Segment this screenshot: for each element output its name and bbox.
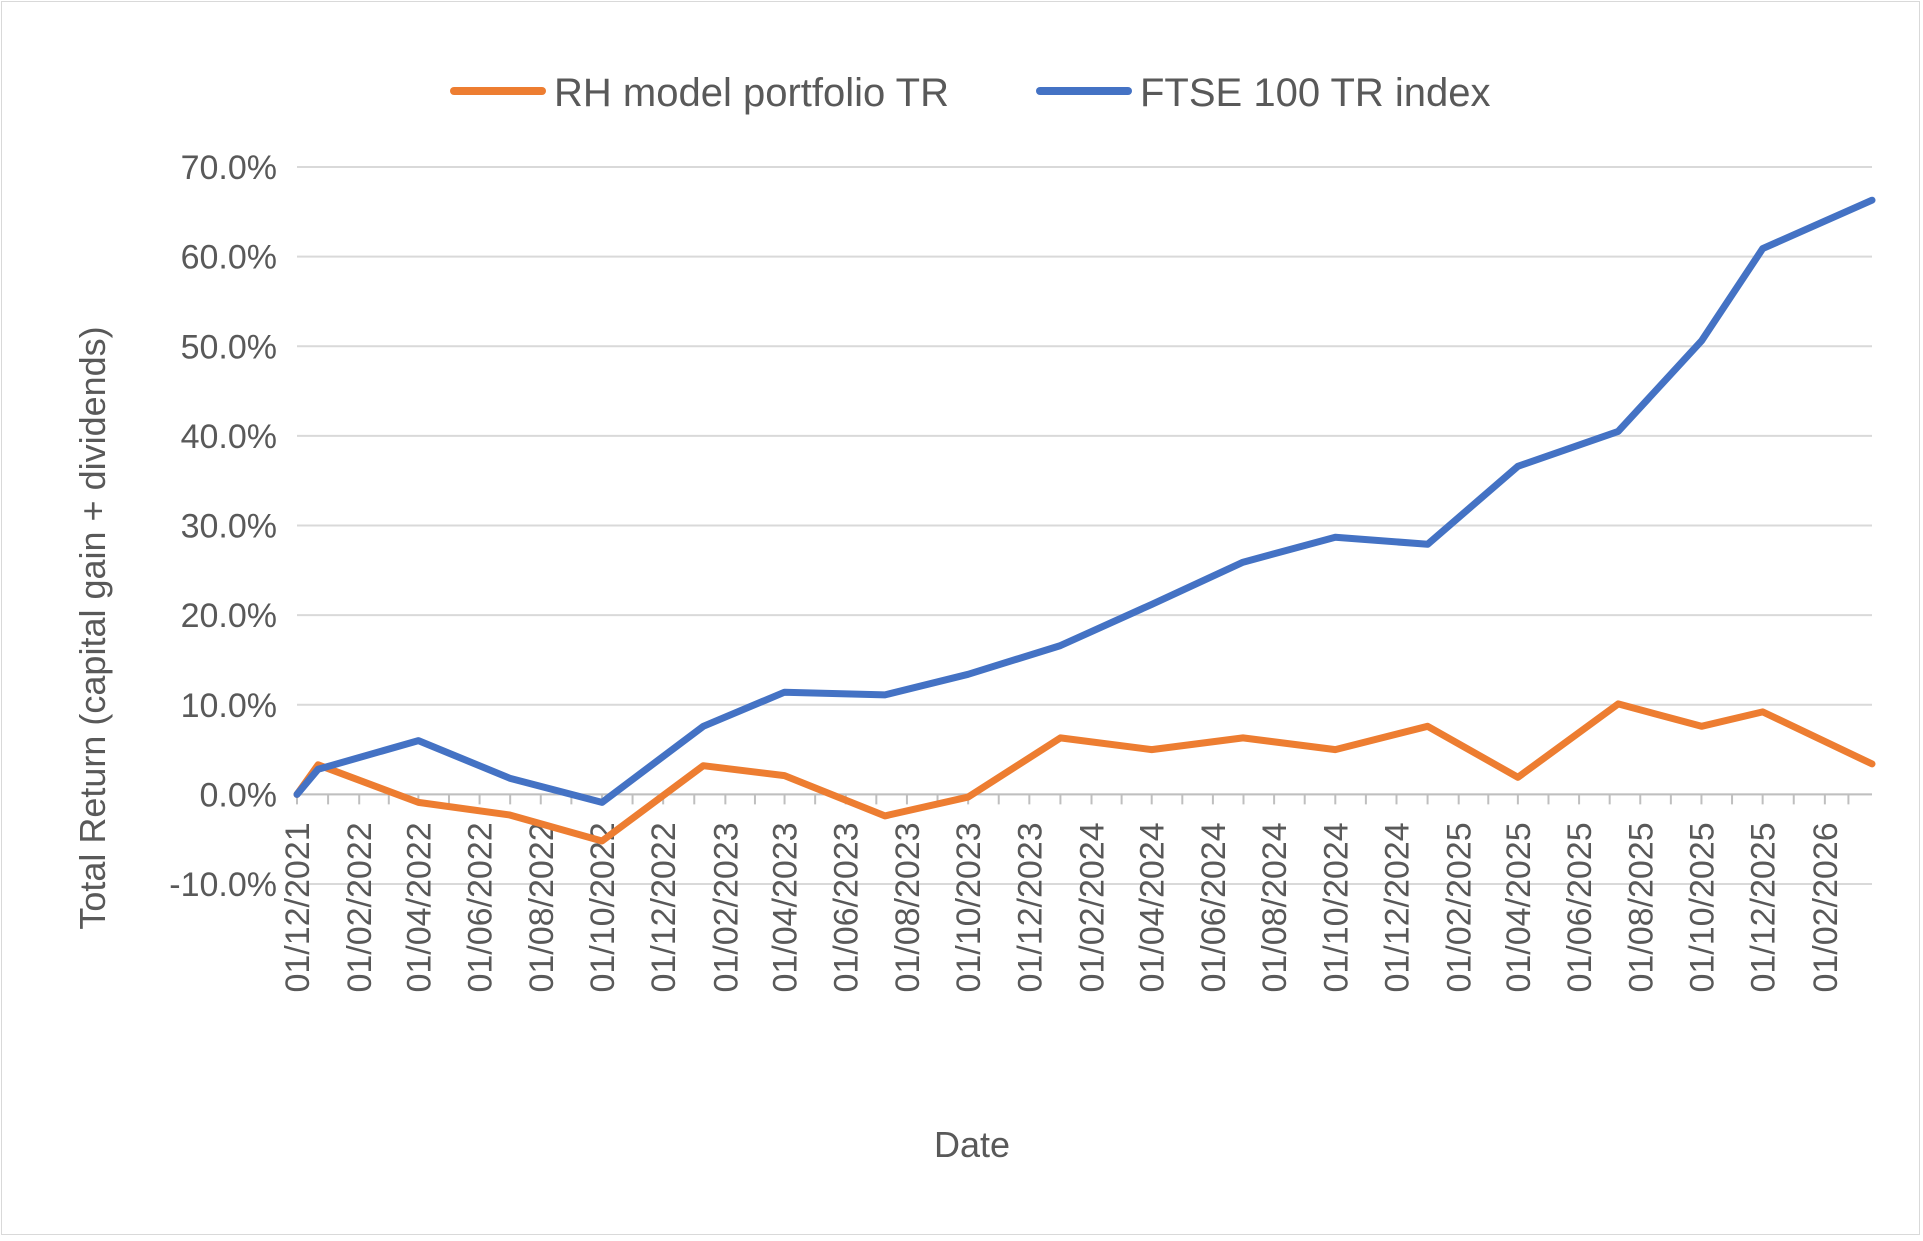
y-tick-label: 60.0%: [181, 239, 277, 277]
x-tick-label: 01/12/2023: [1011, 822, 1049, 992]
x-axis-ticks: 01/12/2021 01/02/2022 01/04/2022 01/06/2022…: [279, 822, 1845, 992]
x-tick-label: 01/12/2021: [279, 822, 317, 992]
series-line-ftse-100: [293, 196, 1876, 806]
x-tick-label: 01/12/2022: [645, 822, 683, 992]
x-tick-label: 01/10/2025: [1683, 822, 1721, 992]
x-tick-label: 01/08/2022: [523, 822, 561, 992]
y-tick-label: 40.0%: [181, 418, 277, 456]
x-tick-label: 01/02/2026: [1807, 822, 1845, 992]
legend-label-ftse-100: FTSE 100 TR index: [1140, 71, 1491, 115]
axes: [296, 793, 1872, 805]
x-tick-label: 01/06/2024: [1195, 822, 1233, 992]
x-axis-title: Date: [934, 1124, 1010, 1165]
x-tick-label: 01/04/2024: [1134, 822, 1172, 992]
x-tick-label: 01/08/2025: [1622, 822, 1660, 992]
x-tick-label: 01/06/2022: [462, 822, 500, 992]
legend-label-rh-model-portfolio: RH model portfolio TR: [554, 71, 949, 115]
gridlines: [297, 166, 1872, 885]
x-tick-label: 01/02/2022: [341, 822, 379, 992]
x-tick-label: 01/08/2023: [889, 822, 927, 992]
x-tick-label: 01/12/2024: [1378, 822, 1416, 992]
x-tick-label: 01/10/2022: [584, 822, 622, 992]
x-tick-label: 01/04/2023: [767, 822, 805, 992]
y-tick-label: 30.0%: [181, 508, 277, 546]
x-tick-label: 01/06/2023: [828, 822, 866, 992]
y-axis-title: Total Return (capital gain + dividends): [72, 326, 113, 929]
x-tick-label: 01/04/2025: [1500, 822, 1538, 992]
y-axis-ticks: -10.0% 0.0% 10.0% 20.0% 30.0% 40.0% 50.0% 60.0%…: [169, 149, 277, 904]
y-tick-label: 0.0%: [200, 776, 278, 814]
y-tick-label: 50.0%: [181, 328, 277, 366]
x-tick-label: 01/06/2025: [1561, 822, 1599, 992]
series-line-rh-model-portfolio: [293, 700, 1876, 845]
y-tick-label: -10.0%: [169, 866, 277, 904]
y-tick-label: 70.0%: [181, 149, 277, 187]
x-tick-label: 01/12/2025: [1745, 822, 1783, 992]
x-tick-label: 01/10/2024: [1317, 822, 1355, 992]
x-tick-label: 01/04/2022: [400, 822, 438, 992]
series-lines: [293, 196, 1876, 845]
y-tick-label: 10.0%: [181, 687, 277, 725]
x-tick-label: 01/10/2023: [950, 822, 988, 992]
legend: RH model portfolio TR FTSE 100 TR index: [450, 71, 1491, 115]
x-tick-label: 01/02/2023: [707, 822, 745, 992]
x-tick-label: 01/02/2024: [1074, 822, 1112, 992]
x-tick-label: 01/08/2024: [1256, 822, 1294, 992]
y-tick-label: 20.0%: [181, 597, 277, 635]
x-tick-label: 01/02/2025: [1441, 822, 1479, 992]
